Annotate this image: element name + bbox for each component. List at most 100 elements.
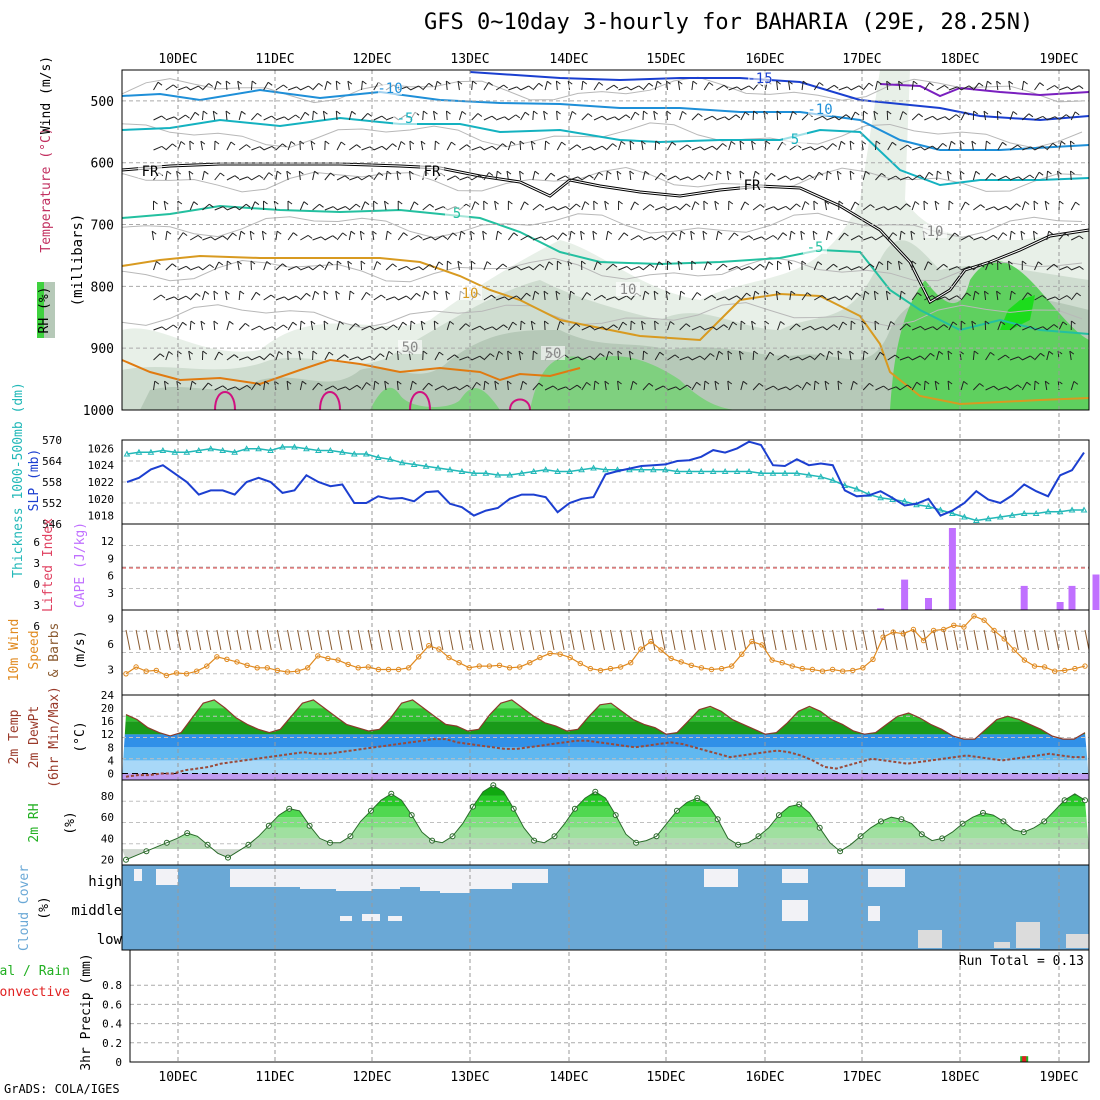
- cloud-clear-patch: [512, 869, 548, 883]
- wind-barb: [654, 351, 661, 361]
- wind-barb-feather: [751, 320, 756, 325]
- wind-barb-feather: [916, 381, 922, 386]
- wind-barb-feather: [240, 230, 246, 235]
- wind-barb: [752, 350, 755, 361]
- surface-wind-barb: [600, 629, 605, 651]
- wind-barb: [875, 234, 884, 241]
- wind-barb-feather: [185, 295, 191, 300]
- wind-barb-feather: [824, 200, 830, 205]
- wind-barb-feather: [968, 235, 974, 240]
- wind-barb: [287, 350, 289, 361]
- wind-barb-feather: [727, 350, 733, 355]
- surface-wind-barb: [398, 629, 404, 651]
- wind-barb: [238, 323, 246, 331]
- wind-barb: [398, 265, 407, 271]
- wind-barb-feather: [780, 321, 785, 325]
- wind-barb-feather: [874, 290, 879, 295]
- wind-barb-feather: [497, 230, 503, 235]
- surface-wind-barb: [983, 629, 989, 651]
- wind-barb: [1034, 145, 1043, 151]
- wind-barb-feather: [1030, 325, 1035, 330]
- wind-barb-feather: [256, 382, 261, 387]
- wind-barb: [899, 384, 908, 391]
- surface-wind-barb: [1064, 629, 1070, 651]
- wind-barb-feather: [530, 320, 536, 325]
- wind-barb-feather: [1023, 80, 1028, 85]
- surface-wind-barb: [357, 629, 363, 651]
- wind-barb-feather: [369, 325, 375, 330]
- wind-barb-feather: [507, 380, 512, 385]
- wind-barb-feather: [979, 263, 985, 268]
- surface-wind-barb: [680, 629, 686, 651]
- wind-barb-feather: [836, 170, 842, 175]
- wind-barb: [618, 141, 622, 151]
- wind-barb-feather: [979, 383, 984, 387]
- temp-contour-20: [214, 391, 236, 411]
- wind-barb-feather: [906, 323, 911, 328]
- cloud-clear-patch: [134, 869, 142, 881]
- wind-barb-feather: [975, 170, 981, 175]
- wind-barb: [348, 203, 357, 211]
- wind-barb: [960, 111, 966, 121]
- wind-barb: [642, 171, 646, 181]
- wind-barb: [1046, 170, 1048, 181]
- wind-barb: [788, 81, 791, 91]
- wind-barb-feather: [809, 355, 815, 360]
- wind-barb: [323, 320, 326, 331]
- contour-label: FR: [424, 164, 441, 180]
- surface-wind-barb: [478, 629, 484, 651]
- lifted-index-tick-label: 6: [33, 536, 40, 549]
- wind-barb-feather: [259, 325, 264, 330]
- wind-barb-feather: [660, 172, 666, 177]
- wind-barb-feather: [366, 382, 371, 386]
- wind-barb: [653, 111, 656, 121]
- wind-barb-feather: [772, 235, 778, 239]
- wind-barb-feather: [959, 140, 965, 145]
- wind-barb-feather: [863, 350, 869, 355]
- wind-barb: [361, 174, 370, 181]
- wind-barb: [997, 321, 1002, 331]
- wind-barb: [887, 354, 896, 361]
- wind-barb: [165, 84, 174, 91]
- wind-barb: [471, 80, 474, 91]
- wind-barb-feather: [981, 236, 987, 241]
- wind-barb: [361, 355, 370, 361]
- wind-barb: [703, 294, 713, 301]
- wind-barb: [507, 141, 512, 151]
- wind-barb: [606, 296, 615, 301]
- wind-barb: [789, 291, 792, 301]
- contour-label: 50: [402, 340, 419, 356]
- temp-contour-20: [509, 398, 531, 411]
- surface-wind-barb: [135, 629, 141, 651]
- wind-barb: [581, 174, 590, 181]
- wind-barb: [263, 172, 270, 181]
- wind-barb: [887, 142, 893, 151]
- wind-barb: [972, 291, 976, 301]
- wind-barb: [336, 386, 346, 391]
- wind-barb-feather: [428, 382, 433, 387]
- wind-barb: [287, 265, 297, 271]
- wind-barb: [703, 82, 710, 91]
- wind-barb: [446, 141, 452, 151]
- pressure-tick-label: 700: [91, 219, 114, 234]
- wind-barb: [801, 292, 808, 301]
- wind-barb-feather: [539, 203, 545, 208]
- wind-barb: [948, 114, 957, 121]
- wind-barb: [287, 114, 296, 121]
- wind-barb-feather: [790, 290, 796, 295]
- wind-barb-feather: [643, 350, 648, 355]
- wind-barb-feather: [644, 290, 650, 295]
- wind-barb-feather: [629, 140, 635, 145]
- wind-barb-feather: [233, 354, 239, 359]
- wind-barb-feather: [914, 201, 920, 205]
- wind-barb-feather: [837, 350, 843, 355]
- wind-barb-feather: [744, 111, 750, 116]
- temp-contour-5: [121, 204, 1090, 335]
- wind-barb: [569, 384, 578, 391]
- wind-barb-feather: [457, 80, 463, 85]
- wind-barb-feather: [997, 260, 1002, 265]
- wind-barb-feather: [653, 110, 659, 115]
- wind-barb: [250, 292, 257, 301]
- temp-band: [122, 747, 1089, 761]
- wind-barb: [507, 321, 514, 331]
